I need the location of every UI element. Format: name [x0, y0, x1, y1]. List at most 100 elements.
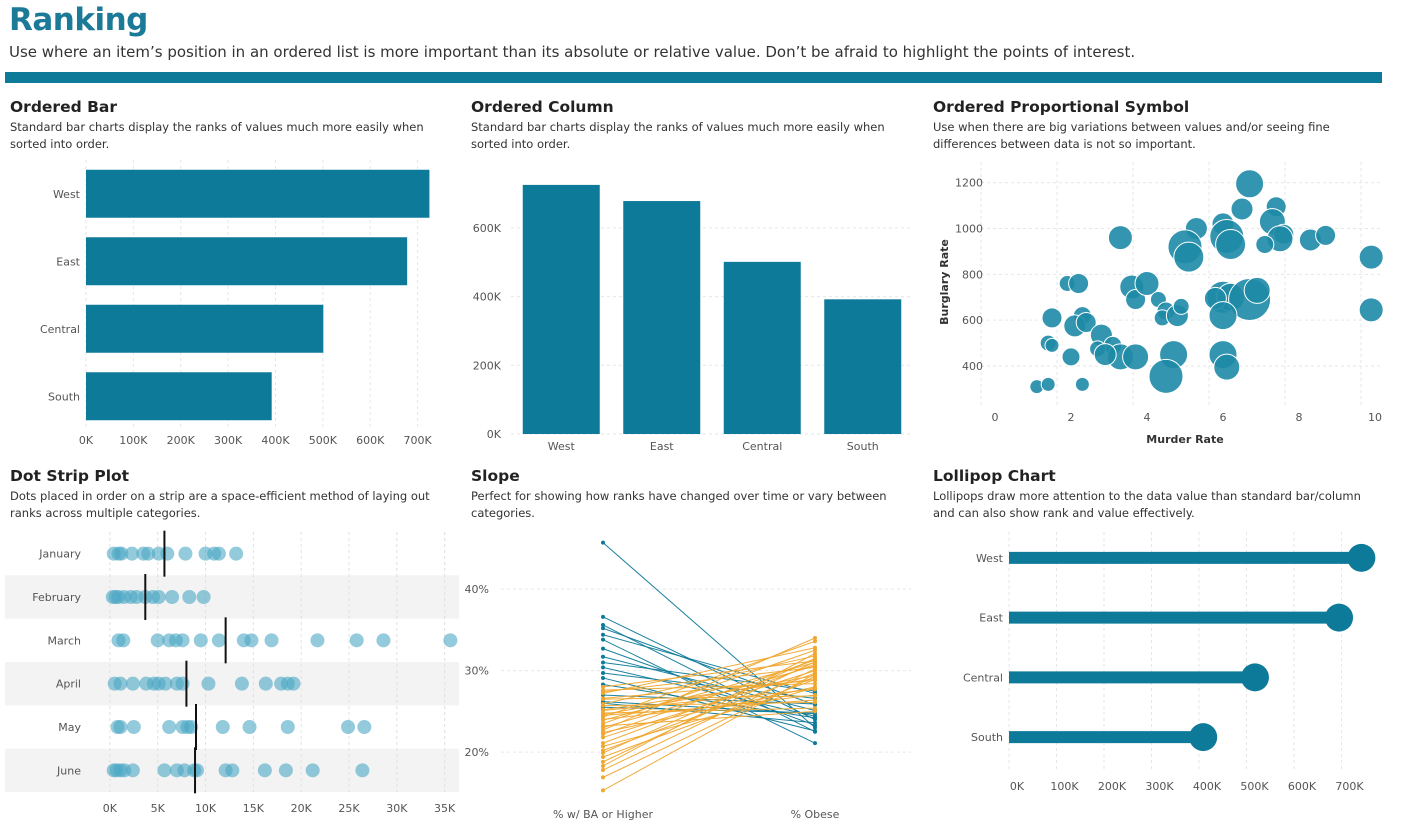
dot	[124, 546, 139, 561]
slope-point	[601, 775, 605, 780]
dot	[278, 763, 293, 778]
category-label: January	[38, 548, 81, 561]
panel-ordered-bar: Ordered Bar Standard bar charts display …	[10, 97, 460, 153]
slope-point	[601, 759, 605, 764]
lollipop-head	[1189, 723, 1218, 752]
bubble	[1173, 241, 1205, 273]
x-tick-label: 15K	[243, 802, 265, 815]
bubble	[1235, 169, 1265, 199]
x-tick-label: 0K	[103, 802, 118, 815]
bubble	[1315, 224, 1337, 246]
slope-point	[601, 717, 605, 722]
page-title: Ranking	[9, 2, 148, 38]
dot	[114, 546, 129, 561]
bar	[86, 237, 408, 286]
dot	[196, 590, 211, 604]
panel-ordered-column: Ordered Column Standard bar charts displ…	[471, 97, 921, 153]
slope-point	[601, 684, 605, 689]
dot	[151, 590, 166, 604]
dot	[158, 676, 173, 691]
dot	[113, 720, 128, 734]
slope-line	[602, 679, 816, 699]
slope-line	[602, 637, 816, 731]
x-tick-label: 4	[1144, 411, 1151, 424]
slope-point	[813, 671, 817, 676]
category-label: Central	[963, 671, 1003, 684]
slope-line	[602, 699, 816, 716]
dot	[286, 676, 301, 691]
x-category-label: % w/ BA or Higher	[553, 808, 654, 821]
slope-point	[601, 614, 605, 619]
x-tick-label: 35K	[434, 802, 456, 815]
panel-title: Ordered Bar	[10, 98, 117, 116]
x-tick-label: 200K	[1098, 780, 1127, 793]
category-label: South	[847, 440, 879, 453]
category-label: South	[971, 731, 1003, 744]
slope-point	[601, 540, 605, 545]
slope-point	[813, 720, 817, 725]
slope-point	[813, 709, 817, 714]
bubble	[1230, 197, 1254, 221]
dot	[280, 720, 295, 734]
slope-point	[601, 788, 605, 793]
x-tick-label: 700K	[403, 434, 432, 447]
slope-point	[601, 675, 605, 680]
slope-point	[813, 697, 817, 702]
slope-point	[813, 645, 817, 650]
dot-strip-chart: 0K 5K 10K 15K 20K 25K 30K 35K January February Mar…	[5, 530, 459, 815]
x-tick-label: 6	[1220, 411, 1227, 424]
panel-description: Perfect for showing how ranks have chang…	[471, 489, 887, 520]
dot	[113, 676, 128, 691]
column	[522, 184, 600, 434]
column	[623, 201, 701, 434]
slope-line	[602, 702, 816, 724]
bubble	[1208, 301, 1238, 331]
bubble	[1134, 271, 1160, 296]
slope-point	[601, 637, 605, 642]
slope-point	[813, 693, 817, 698]
slope-point	[601, 665, 605, 670]
panel-title: Ordered Proportional Symbol	[933, 98, 1190, 116]
bubble	[1044, 337, 1060, 353]
header-band	[5, 72, 1382, 83]
bar	[86, 169, 430, 218]
dot	[125, 763, 140, 778]
proportional-symbol-chart: 0 2 4 6 8 10 400 600 800 1000 1200 Murder Rate Burgl…	[938, 162, 1384, 446]
slope-point	[601, 696, 605, 701]
slope-line	[602, 660, 816, 688]
slope-point	[601, 763, 605, 768]
ordered-column-chart: 0K 200K 400K 600K West East Central South	[473, 184, 913, 453]
category-label: February	[32, 591, 81, 604]
row-band	[5, 662, 459, 706]
dot	[150, 633, 165, 648]
slope-point	[813, 639, 817, 644]
column	[824, 299, 902, 434]
category-label: May	[58, 721, 81, 734]
x-axis-label: Murder Rate	[1146, 433, 1223, 446]
dot	[349, 633, 364, 648]
dot	[211, 633, 226, 648]
dot	[125, 676, 140, 691]
panel-title: Slope	[471, 467, 520, 485]
x-tick-label: 100K	[1050, 780, 1079, 793]
bubble	[1093, 343, 1117, 367]
dot	[257, 763, 272, 778]
x-tick-label: 25K	[338, 802, 360, 815]
dot	[116, 633, 131, 648]
dot	[165, 590, 180, 604]
ordered-bar-chart: 0K 100K 200K 300K 400K 500K 600K 700K West East Ce…	[40, 160, 432, 447]
slope-line	[602, 707, 816, 714]
x-tick-label: 20K	[291, 802, 313, 815]
x-tick-label: 400K	[1193, 780, 1222, 793]
slope-point	[601, 741, 605, 746]
dot	[189, 763, 204, 778]
x-tick-label: 600K	[356, 434, 385, 447]
category-label: June	[56, 764, 81, 777]
slope-point	[601, 735, 605, 740]
bubble	[1215, 229, 1247, 261]
category-label: West	[976, 552, 1004, 565]
dot	[244, 633, 259, 648]
category-label: April	[56, 678, 81, 691]
dot	[443, 633, 458, 648]
slope-line	[602, 673, 816, 791]
